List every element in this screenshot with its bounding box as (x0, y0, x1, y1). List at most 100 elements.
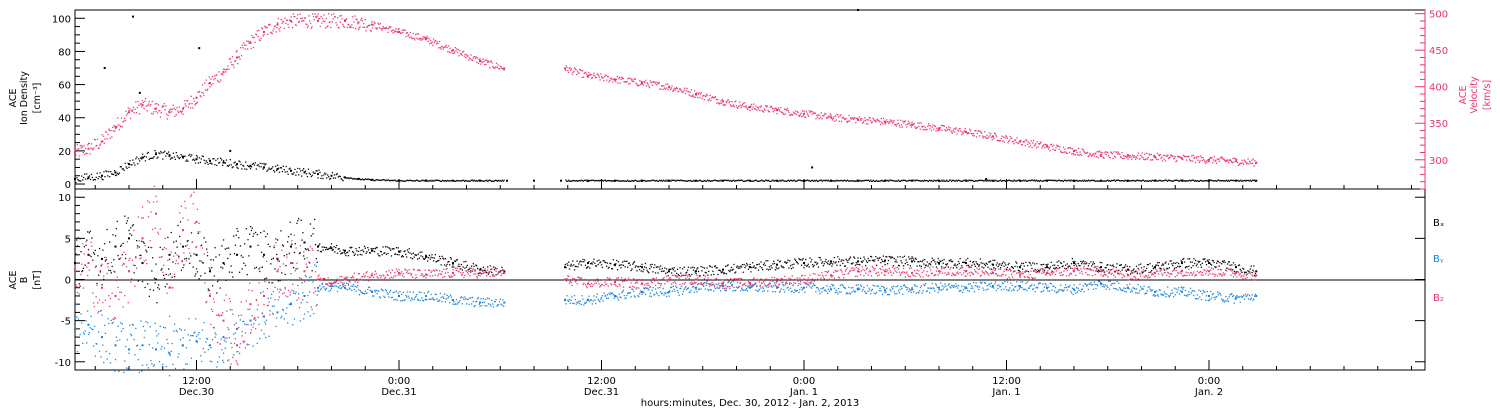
density-dot (351, 177, 353, 180)
by-dot (1029, 285, 1031, 287)
density-dot (487, 180, 489, 183)
bx-point (564, 266, 567, 269)
density-dot (923, 179, 926, 181)
density-dot (378, 179, 380, 181)
velocity-dot (689, 91, 691, 93)
velocity-dot (1031, 146, 1033, 149)
velocity-dot (126, 114, 128, 116)
bx-dot (126, 220, 129, 222)
density-dot (168, 153, 171, 156)
velocity-dot (330, 14, 333, 16)
bx-dot (271, 282, 274, 284)
bx-dot (383, 252, 385, 255)
velocity-dot (231, 64, 233, 66)
velocity-dot (185, 105, 187, 107)
velocity-dot (492, 65, 494, 68)
by-dot (916, 285, 918, 288)
density-dot (1187, 180, 1189, 182)
density-dot (859, 179, 861, 181)
bx-dot (621, 261, 624, 263)
by-dot (380, 288, 382, 290)
bx-dot (231, 271, 233, 274)
density-dot (497, 179, 500, 182)
velocity-dot (734, 101, 736, 103)
velocity-dot (1030, 140, 1032, 142)
x-tick-date: Jan. 1 (789, 387, 818, 398)
density-ytick-label: 100 (52, 14, 71, 25)
bx-dot (381, 254, 383, 256)
velocity-dot (494, 67, 496, 69)
bx-dot (188, 258, 190, 260)
density-dot (411, 180, 414, 182)
density-dot (1149, 180, 1151, 182)
by-dot (575, 303, 577, 305)
velocity-dot (1179, 156, 1181, 158)
velocity-dot (630, 79, 633, 81)
velocity-dot (169, 108, 171, 111)
velocity-dot (117, 117, 119, 119)
velocity-dot (867, 123, 869, 125)
by-dot (300, 302, 302, 304)
density-dot (867, 179, 869, 182)
bx-dot (292, 267, 295, 269)
by-point (911, 288, 913, 291)
velocity-dot (768, 110, 770, 113)
density-dot (269, 168, 271, 170)
density-dot (442, 180, 445, 182)
velocity-dot (1048, 146, 1050, 149)
by-dot (1179, 290, 1182, 292)
velocity-dot (298, 20, 300, 23)
velocity-dot (1136, 157, 1138, 159)
density-dot (808, 180, 810, 182)
density-dot (621, 180, 623, 182)
by-dot (1060, 289, 1063, 291)
velocity-dot (280, 18, 282, 21)
bx-point (371, 249, 373, 252)
velocity-dot (899, 126, 901, 128)
velocity-dot (381, 27, 384, 30)
velocity-dot (387, 28, 390, 30)
velocity-dot (817, 114, 819, 116)
velocity-dot (921, 125, 923, 128)
by-dot (571, 296, 573, 298)
by-dot (818, 290, 820, 292)
by-dot (905, 286, 907, 289)
velocity-dot (1069, 146, 1071, 149)
density-dot (743, 180, 745, 183)
x-tick-date: Jan. 1 (991, 387, 1020, 398)
velocity-dot (1215, 159, 1217, 162)
by-dot (967, 289, 969, 292)
velocity-dot (128, 110, 130, 112)
density-dot (397, 179, 399, 182)
by-dot (1219, 292, 1221, 295)
by-dot (385, 289, 388, 292)
density-dot (446, 179, 448, 182)
by-dot (640, 291, 642, 294)
bx-point (1235, 266, 1237, 269)
velocity-dot (414, 33, 417, 36)
by-point (182, 344, 184, 347)
by-dot (763, 290, 766, 292)
by-dot (190, 357, 193, 359)
velocity-dot (1022, 140, 1024, 143)
bx-dot (358, 246, 361, 249)
velocity-dot (840, 114, 842, 116)
density-dot (1118, 179, 1121, 182)
by-dot (1199, 290, 1202, 292)
by-dot (1001, 282, 1003, 284)
velocity-dot (1044, 147, 1046, 149)
by-dot (446, 294, 448, 296)
by-dot (438, 300, 440, 302)
bx-dot (314, 218, 316, 221)
by-dot (470, 297, 472, 299)
density-dot (344, 177, 346, 179)
bx-dot (356, 250, 358, 252)
bx-dot (382, 246, 384, 248)
density-dot (278, 171, 281, 173)
velocity-dot (591, 77, 593, 80)
velocity-dot (448, 51, 450, 53)
bx-dot (268, 281, 270, 284)
velocity-dot (386, 27, 388, 30)
by-dot (144, 330, 146, 332)
by-dot (992, 284, 994, 287)
